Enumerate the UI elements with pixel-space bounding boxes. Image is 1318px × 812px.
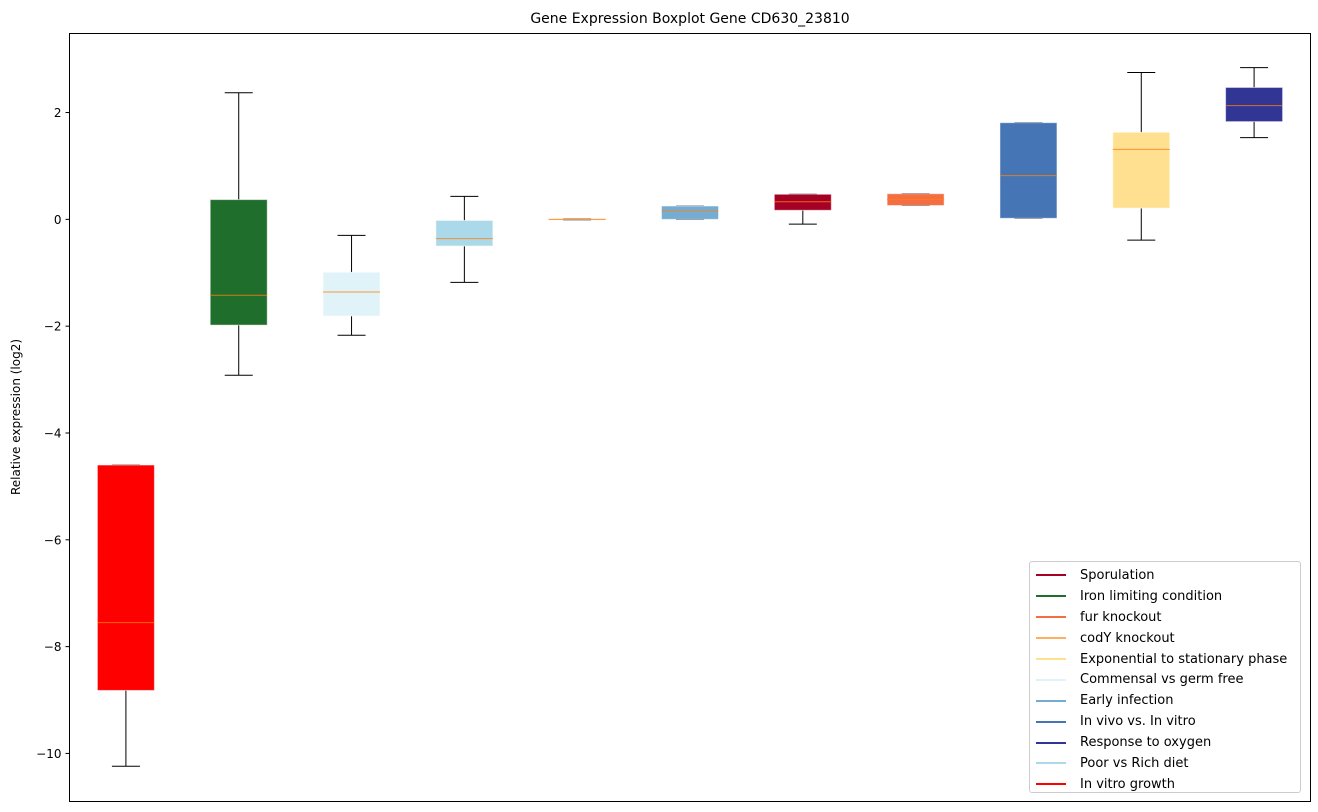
legend-item: Poor vs Rich diet — [1030, 753, 1300, 774]
legend-label: fur knockout — [1080, 609, 1162, 625]
legend-item: fur knockout — [1030, 607, 1300, 628]
y-tick-label: −8 — [44, 640, 62, 654]
box-fur-knockout — [886, 193, 945, 206]
box-poor-vs-rich-diet — [435, 195, 494, 283]
chart-title: Gene Expression Boxplot Gene CD630_23810 — [530, 11, 849, 27]
box-in-vivo-vs-in-vitro — [999, 122, 1058, 219]
legend-label: codY knockout — [1080, 630, 1175, 646]
y-ticks: 2 0 −2 −4 −6 −8 −10 — [36, 106, 70, 761]
box-body — [999, 122, 1058, 219]
y-axis-label: Relative expression (log2) — [9, 339, 23, 495]
legend-item: Commensal vs germ free — [1030, 669, 1300, 690]
y-tick-label: −6 — [44, 533, 62, 547]
legend-label: Response to oxygen — [1080, 735, 1212, 751]
box-response-to-oxygen — [1225, 67, 1284, 139]
legend-item: Exponential to stationary phase — [1030, 649, 1300, 670]
legend-label: In vitro growth — [1080, 776, 1175, 792]
legend-swatch — [1036, 783, 1066, 786]
y-tick-label: 2 — [54, 106, 62, 120]
y-tick-label: 0 — [54, 213, 62, 227]
legend-label: In vivo vs. In vitro — [1080, 714, 1196, 730]
box-exponential-to-stationary-phase — [1112, 71, 1171, 241]
box-body — [322, 271, 381, 317]
legend-item: Iron limiting condition — [1030, 586, 1300, 607]
box-in-vitro-growth — [96, 464, 155, 767]
box-commensal-vs-germ-free — [322, 234, 381, 336]
box-body — [1112, 131, 1171, 209]
legend-item: Response to oxygen — [1030, 732, 1300, 753]
legend-item: In vitro growth — [1030, 774, 1300, 795]
box-body — [661, 205, 719, 220]
box-early-infection — [661, 205, 719, 220]
box-body — [209, 199, 268, 326]
box-cody-knockout — [548, 218, 607, 221]
legend-item: codY knockout — [1030, 628, 1300, 649]
legend-swatch — [1036, 637, 1066, 640]
box-body — [1225, 86, 1284, 123]
box-body — [96, 464, 155, 691]
boxes — [96, 67, 1284, 767]
box-sporulation — [773, 193, 832, 225]
legend-label: Early infection — [1080, 693, 1174, 709]
y-tick-label: −2 — [44, 320, 62, 334]
legend: Sporulation Iron limiting condition fur kn… — [1029, 561, 1301, 793]
legend-swatch — [1036, 741, 1066, 744]
box-body — [435, 219, 494, 247]
legend-label: Commensal vs germ free — [1080, 672, 1244, 688]
y-tick-label: −10 — [36, 747, 61, 761]
legend-swatch — [1036, 720, 1066, 723]
plot-frame — [69, 33, 1311, 802]
legend-swatch — [1036, 616, 1066, 619]
legend-label: Iron limiting condition — [1080, 588, 1223, 604]
box-iron-limiting-condition — [209, 92, 268, 376]
legend-swatch — [1036, 574, 1066, 577]
legend-swatch — [1036, 658, 1066, 660]
legend-swatch — [1036, 678, 1066, 681]
legend-swatch — [1036, 762, 1066, 765]
legend-label: Poor vs Rich diet — [1080, 755, 1189, 771]
legend-swatch — [1036, 699, 1066, 702]
legend-label: Sporulation — [1080, 567, 1155, 583]
legend-item: In vivo vs. In vitro — [1030, 711, 1300, 732]
y-tick-label: −4 — [44, 426, 62, 440]
legend-item: Sporulation — [1030, 565, 1300, 586]
legend-item: Early infection — [1030, 690, 1300, 711]
box-body — [773, 193, 832, 211]
legend-label: Exponential to stationary phase — [1080, 651, 1288, 667]
legend-swatch — [1036, 595, 1066, 598]
